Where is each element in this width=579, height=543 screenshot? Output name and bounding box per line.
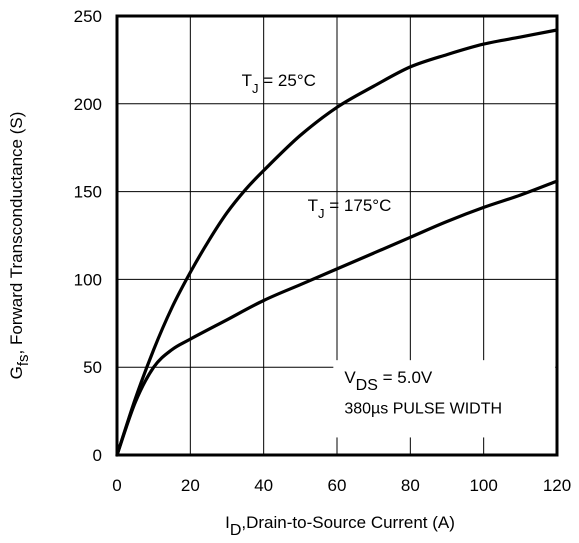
series-line-25c	[115, 28, 559, 457]
x-tick-label: 40	[254, 476, 273, 495]
series-label-25c: TJ = 25°C	[242, 71, 316, 96]
curve-layer	[115, 28, 559, 457]
y-tick-label: 0	[93, 446, 102, 465]
y-tick-label: 100	[74, 270, 102, 289]
x-tick-label: 100	[469, 476, 497, 495]
plot-frame	[115, 14, 559, 457]
series-label-175c: TJ = 175°C	[308, 196, 392, 221]
x-tick-label: 80	[401, 476, 420, 495]
annotation-box	[333, 360, 556, 438]
tick-label-layer: 0 20 40 60 80 100 120 0 50 100 150 200 250	[74, 7, 572, 495]
x-tick-label: 0	[112, 476, 121, 495]
annotation-vds: VDS = 5.0V	[344, 368, 433, 394]
y-tick-label: 50	[83, 358, 102, 377]
annotation-pulse-width: 380µs PULSE WIDTH	[344, 401, 502, 418]
series-line-175c	[115, 179, 559, 457]
x-tick-label: 60	[328, 476, 347, 495]
x-tick-label: 120	[543, 476, 571, 495]
y-axis-title: Gfs, Forward Transconductance (S)	[7, 112, 32, 380]
y-tick-label: 250	[74, 7, 102, 26]
x-tick-label: 20	[181, 476, 200, 495]
y-tick-label: 150	[74, 183, 102, 202]
x-axis-title: ID,Drain-to-Source Current (A)	[225, 513, 455, 539]
y-tick-label: 200	[74, 95, 102, 114]
